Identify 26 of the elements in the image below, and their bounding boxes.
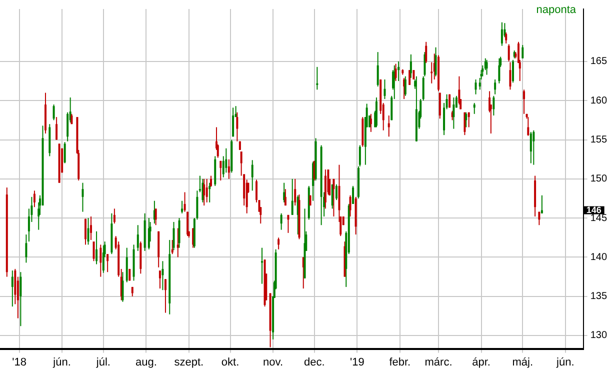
x-tick-label: jún. bbox=[52, 356, 71, 368]
annotation: 146 bbox=[586, 205, 602, 216]
x-tick-label: febr. bbox=[389, 356, 411, 368]
y-tick-label: 160 bbox=[590, 95, 608, 106]
x-tick-label: ápr. bbox=[472, 356, 490, 368]
y-tick-label: 135 bbox=[590, 291, 608, 302]
x-tick-label: '19 bbox=[350, 356, 364, 368]
x-tick-label: jún. bbox=[556, 356, 574, 368]
x-tick-label: dec. bbox=[304, 356, 325, 368]
x-tick-label: nov. bbox=[263, 356, 284, 368]
y-tick-label: 155 bbox=[590, 134, 608, 146]
y-tick-label: 130 bbox=[590, 330, 608, 342]
candlestick bbox=[261, 248, 264, 284]
x-tick-label: szept. bbox=[174, 356, 204, 368]
candlestick bbox=[316, 66, 318, 90]
y-tick-label: 150 bbox=[590, 174, 608, 185]
x-tick-label: máj. bbox=[512, 356, 534, 368]
x-tick-label: júl. bbox=[95, 356, 110, 368]
annotation: naponta bbox=[536, 4, 576, 16]
y-tick-label: 165 bbox=[590, 56, 608, 68]
x-tick-label: okt. bbox=[221, 356, 240, 368]
x-tick-label: márc. bbox=[424, 356, 452, 368]
x-tick-label: '18 bbox=[12, 356, 26, 368]
x-tick-label: aug. bbox=[135, 356, 157, 368]
y-tick-label: 145 bbox=[590, 212, 608, 224]
y-tick-label: 140 bbox=[590, 252, 608, 263]
